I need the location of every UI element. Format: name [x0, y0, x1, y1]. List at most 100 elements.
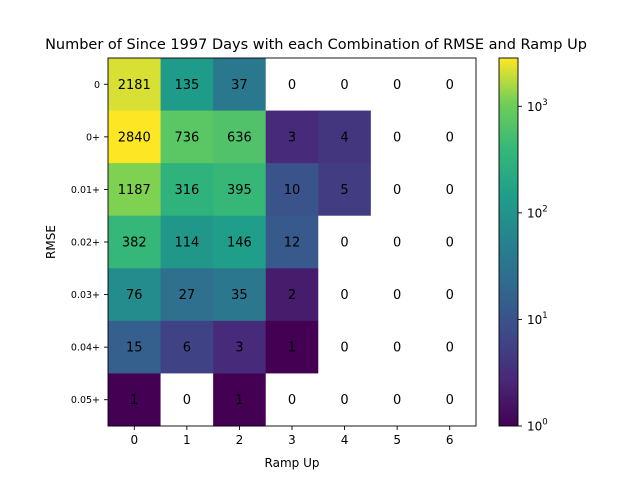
y-axis-label: RMSE	[44, 225, 58, 259]
heatmap-cell	[370, 268, 424, 322]
heatmap-cell-label: 2840	[118, 130, 151, 145]
y-axis-ticks: 0 0+ 0.01+ 0.02+ 0.03+ 0.04+ 0.05+	[71, 80, 108, 406]
heatmap-cell	[108, 268, 161, 322]
heatmap-cell	[423, 320, 477, 374]
heatmap-cell	[265, 268, 319, 322]
heatmap-cell-label: 1	[130, 393, 138, 408]
heatmap-cell	[108, 58, 161, 111]
colorbar-tick-label: 101	[527, 311, 548, 327]
heatmap-cell-label: 1	[288, 341, 296, 356]
heatmap-cell	[318, 215, 372, 269]
y-tick-label: 0.05+	[71, 395, 100, 406]
heatmap-cell	[370, 163, 424, 217]
heatmap-cell-label: 0	[393, 183, 401, 198]
heatmap-cell-label: 35	[231, 288, 248, 303]
heatmap-cell	[213, 163, 267, 217]
heatmap-cell	[318, 268, 372, 322]
heatmap-cell	[370, 320, 424, 374]
heatmap-cell	[265, 58, 319, 111]
heatmap-cell	[108, 163, 161, 217]
heatmap-cell-label: 1	[235, 393, 243, 408]
heatmap-cell	[318, 110, 372, 164]
heatmap-cell-label: 0	[446, 183, 454, 198]
heatmap-cell	[160, 58, 214, 111]
heatmap-cell-label: 636	[227, 130, 252, 145]
heatmap-cell	[423, 373, 477, 427]
heatmap-cell	[265, 163, 319, 217]
heatmap-cell	[318, 373, 372, 427]
heatmap-cell	[370, 373, 424, 427]
heatmap-cell-label: 0	[340, 288, 348, 303]
heatmap-cell-label: 3	[235, 341, 243, 356]
x-tick-label: 3	[288, 433, 296, 447]
heatmap-cell-label: 27	[179, 288, 196, 303]
heatmap-cell-label: 0	[183, 393, 191, 408]
heatmap-cell-label: 0	[446, 78, 454, 93]
heatmap-cell-label: 0	[393, 78, 401, 93]
x-tick-label: 6	[446, 433, 454, 447]
heatmap-cell	[370, 110, 424, 164]
heatmap-cell	[370, 58, 424, 111]
heatmap-cell-label: 0	[340, 78, 348, 93]
x-axis-ticks: 0 1 2 3 4 5 6	[130, 426, 454, 447]
heatmap-cell-label: 0	[446, 341, 454, 356]
colorbar	[498, 57, 519, 427]
heatmap-cell-label: 0	[446, 236, 454, 251]
heatmap-cells	[108, 58, 477, 427]
heatmap-cell	[213, 268, 267, 322]
heatmap-cell-label: 6	[183, 341, 191, 356]
heatmap-cell-label: 0	[340, 236, 348, 251]
y-tick-label: 0.01+	[71, 185, 100, 196]
colorbar-tick-label: 102	[527, 204, 548, 220]
heatmap-cell	[265, 373, 319, 427]
heatmap-cell-label: 15	[126, 341, 143, 356]
chart-title: Number of Since 1997 Days with each Comb…	[45, 37, 587, 53]
heatmap-cell	[160, 215, 214, 269]
heatmap-cell-label: 316	[174, 183, 199, 198]
heatmap-cell-label: 0	[446, 288, 454, 303]
heatmap-cell-label: 37	[231, 78, 248, 93]
colorbar-ticks: 100 101 102 103	[518, 98, 548, 434]
heatmap-cell-label: 0	[393, 288, 401, 303]
heatmap-cell	[423, 110, 477, 164]
colorbar-tick-label: 100	[527, 418, 548, 434]
y-tick-label: 0.04+	[71, 343, 100, 354]
heatmap-cell	[108, 215, 161, 269]
heatmap-cell	[423, 268, 477, 322]
heatmap-cell	[213, 373, 267, 427]
heatmap-cell-label: 736	[174, 130, 199, 145]
x-axis-label: Ramp Up	[265, 456, 320, 470]
heatmap-cell-label: 10	[284, 183, 301, 198]
heatmap-cell-label: 382	[122, 236, 147, 251]
heatmap-cell-label: 1187	[118, 183, 151, 198]
colorbar-tick-label: 103	[527, 98, 548, 114]
heatmap-cell-label: 0	[393, 236, 401, 251]
heatmap-cell	[160, 163, 214, 217]
heatmap-cell-label: 2	[288, 288, 296, 303]
heatmap-cell-label: 4	[340, 130, 348, 145]
heatmap-cell-label: 2181	[118, 78, 151, 93]
heatmap-cell-label: 135	[174, 78, 199, 93]
heatmap-cell-label: 76	[126, 288, 143, 303]
x-tick-label: 0	[130, 433, 138, 447]
y-tick-label: 0+	[86, 132, 100, 143]
y-tick-label: 0.02+	[71, 238, 100, 249]
heatmap-cell-label: 146	[227, 236, 252, 251]
heatmap-cell-label: 5	[340, 183, 348, 198]
heatmap-cell	[213, 110, 267, 164]
heatmap-cell	[423, 58, 477, 111]
heatmap-cell	[265, 215, 319, 269]
heatmap-cell-label: 0	[446, 130, 454, 145]
x-tick-label: 1	[183, 433, 191, 447]
heatmap-cell	[160, 373, 214, 427]
heatmap-cell	[160, 268, 214, 322]
heatmap-cell	[370, 215, 424, 269]
heatmap-cell	[423, 163, 477, 217]
heatmap-cell	[318, 163, 372, 217]
heatmap-cell-label: 0	[393, 341, 401, 356]
heatmap-cell	[108, 320, 161, 374]
heatmap-cell-label: 0	[446, 393, 454, 408]
heatmap-cell-label: 114	[174, 236, 199, 251]
